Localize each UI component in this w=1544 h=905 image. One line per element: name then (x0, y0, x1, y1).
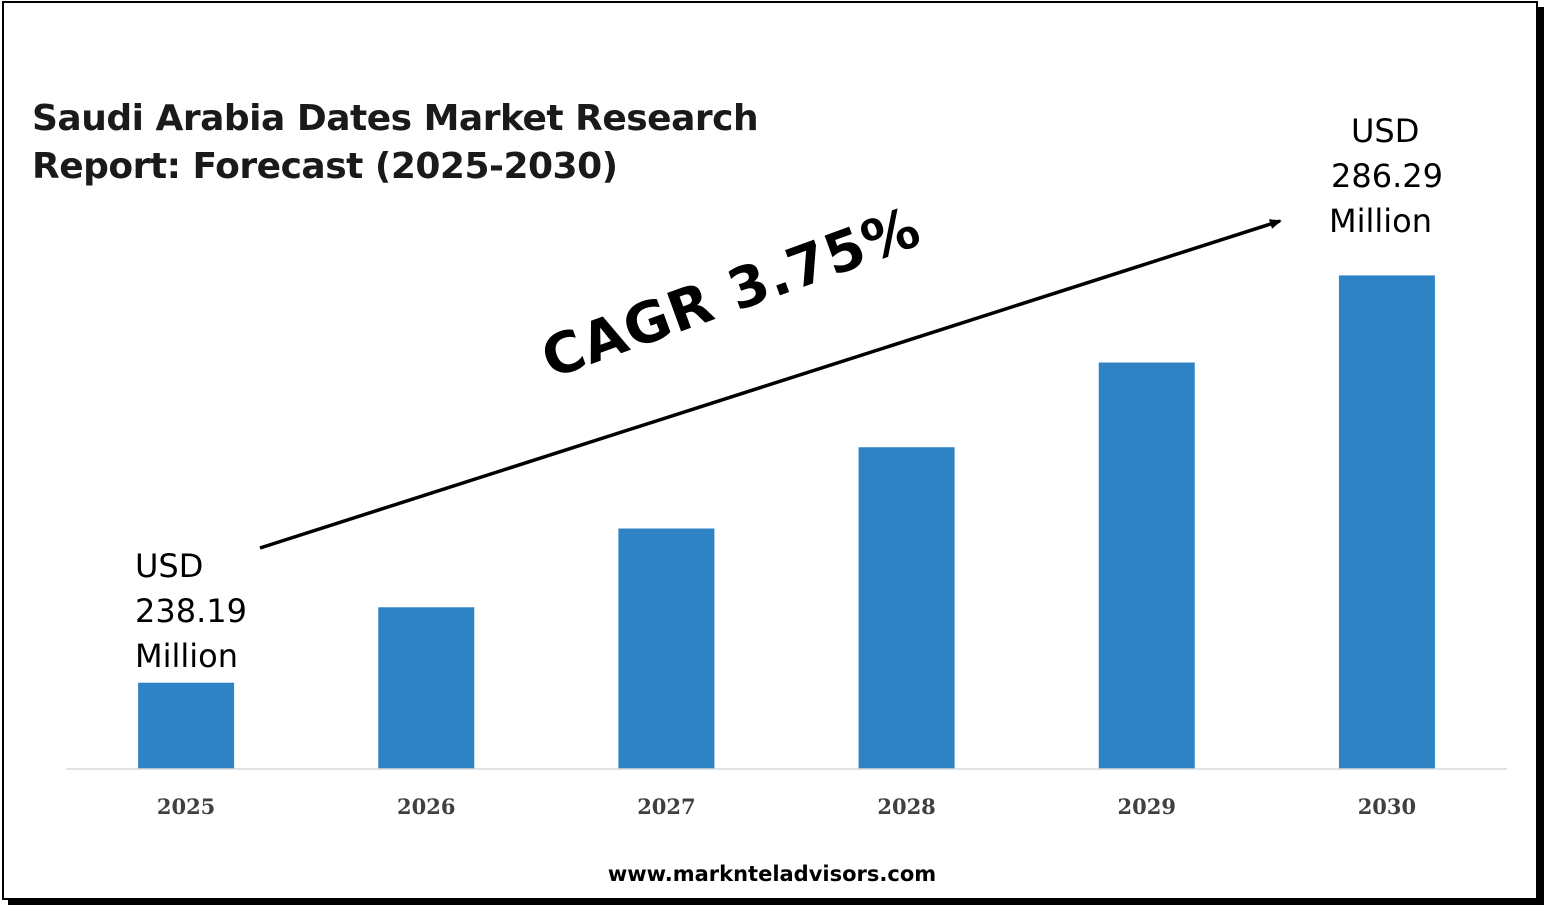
bar-2028 (858, 447, 955, 769)
end-value-label: USD 286.29 Million (1329, 109, 1443, 244)
bar-2029 (1098, 362, 1195, 769)
x-tick-2026: 2026 (397, 794, 455, 819)
x-tick-2027: 2027 (637, 794, 695, 819)
x-tick-labels: 2025 2026 2027 2028 2029 2030 (157, 794, 1416, 819)
chart-title: Saudi Arabia Dates Market Research Repor… (32, 95, 792, 191)
bar-2026 (378, 607, 475, 769)
x-tick-2025: 2025 (157, 794, 215, 819)
cagr-arrow (259, 219, 1282, 550)
start-value-label: USD 238.19 Million (135, 544, 247, 679)
end-label-unit: Million (1329, 202, 1433, 240)
cagr-arrow-line (259, 219, 1282, 550)
x-tick-2030: 2030 (1358, 794, 1416, 819)
bar-2027 (618, 528, 715, 769)
footer-website[interactable]: www.marknteladvisors.com (607, 862, 937, 886)
end-label-value: 286.29 (1331, 157, 1443, 195)
bar-2025 (138, 682, 235, 769)
chart-title-line-2: Report: Forecast (2025-2030) (32, 146, 618, 187)
bars-group (138, 275, 1435, 769)
start-label-currency: USD (135, 547, 204, 585)
x-tick-2029: 2029 (1118, 794, 1176, 819)
bar-2030 (1338, 275, 1435, 769)
start-label-unit: Million (135, 637, 239, 675)
end-label-currency: USD (1351, 112, 1420, 150)
start-label-value: 238.19 (135, 592, 247, 630)
x-tick-2028: 2028 (877, 794, 935, 819)
chart-title-line-1: Saudi Arabia Dates Market Research (32, 98, 759, 139)
